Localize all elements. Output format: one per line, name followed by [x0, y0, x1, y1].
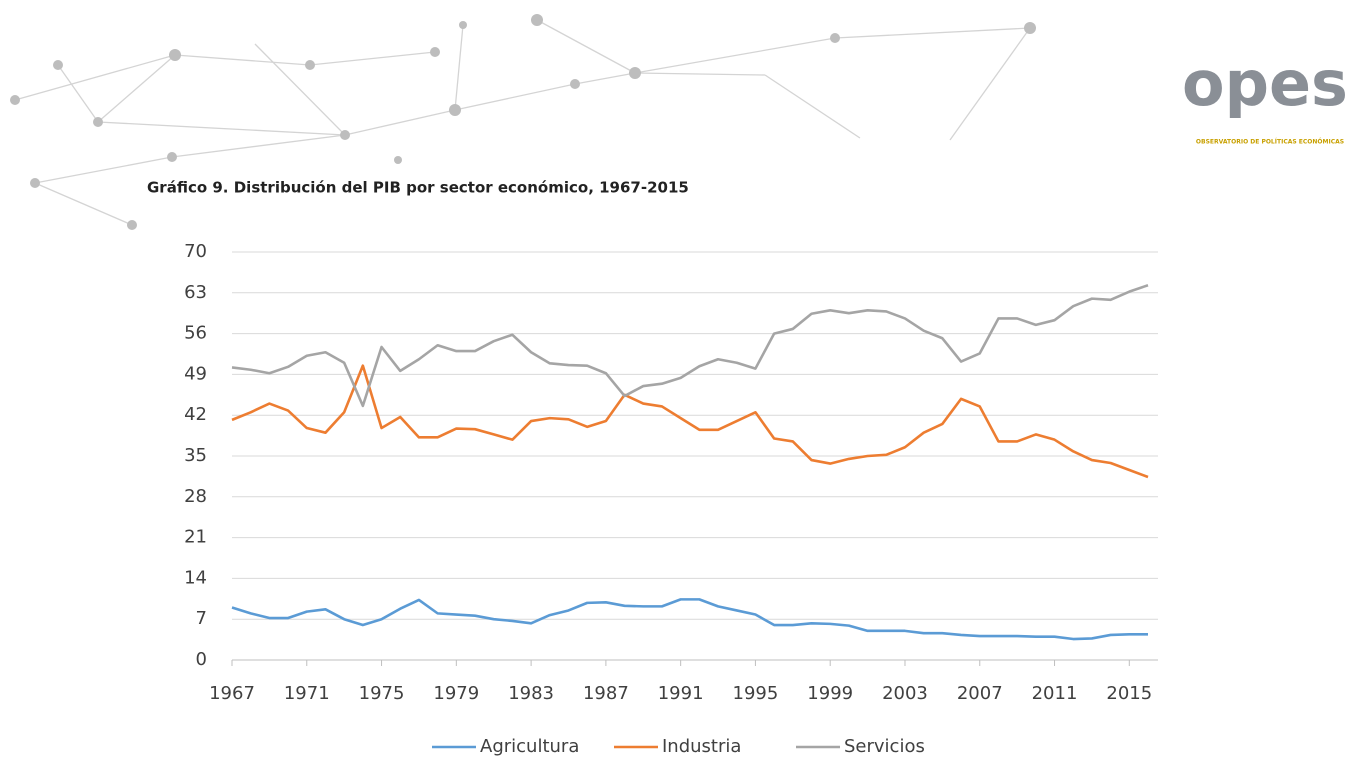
y-tick-label: 49 — [184, 363, 207, 384]
x-tick-label: 1987 — [583, 683, 629, 704]
y-tick-label: 56 — [184, 323, 207, 344]
x-tick-label: 1999 — [807, 683, 853, 704]
series-line — [231, 598, 1148, 641]
logo-tagline: OBSERVATORIO DE POLÍTICAS ECONÓMICAS — [1196, 138, 1344, 146]
y-tick-label: 35 — [184, 445, 207, 466]
y-tick-label: 70 — [184, 241, 207, 262]
y-tick-label: 14 — [184, 567, 207, 588]
x-tick-label: 1979 — [433, 683, 479, 704]
x-tick-label: 2007 — [957, 683, 1003, 704]
legend-label: Industria — [662, 736, 741, 757]
chart-title: Gráfico 9. Distribución del PIB por sect… — [147, 179, 689, 197]
y-tick-label: 63 — [184, 282, 207, 303]
x-tick-label: 2011 — [1032, 683, 1078, 704]
network-decoration — [10, 14, 1036, 230]
x-tick-label: 1983 — [508, 683, 554, 704]
x-tick-label: 1967 — [209, 683, 255, 704]
y-tick-label: 0 — [196, 649, 207, 670]
y-tick-label: 28 — [184, 486, 207, 507]
legend-label: Servicios — [844, 736, 925, 757]
legend-label: Agricultura — [480, 736, 579, 757]
x-tick-label: 2003 — [882, 683, 928, 704]
x-tick-label: 1995 — [733, 683, 779, 704]
x-tick-label: 1991 — [658, 683, 704, 704]
y-tick-label: 7 — [196, 608, 207, 629]
x-tick-label: 1971 — [284, 683, 330, 704]
series-line — [231, 283, 1149, 408]
y-tick-label: 21 — [184, 527, 207, 548]
x-tick-label: 2015 — [1106, 683, 1152, 704]
logo: opes — [1182, 47, 1348, 120]
y-tick-label: 42 — [184, 404, 207, 425]
series-line — [231, 364, 1149, 479]
x-tick-label: 1975 — [359, 683, 405, 704]
